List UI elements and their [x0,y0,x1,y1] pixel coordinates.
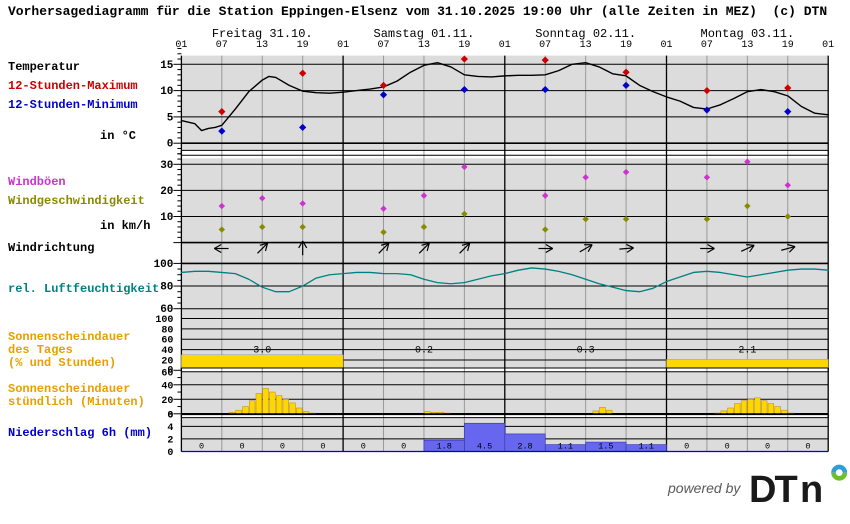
svg-text:4.5: 4.5 [477,442,492,452]
svg-text:40: 40 [161,346,173,357]
svg-text:0: 0 [167,448,173,459]
svg-text:20: 20 [160,186,173,198]
svg-text:60: 60 [161,368,173,379]
svg-text:0: 0 [199,442,204,452]
svg-text:20: 20 [161,396,173,407]
svg-text:0.3: 0.3 [577,346,595,357]
svg-text:1.1: 1.1 [558,442,573,452]
svg-text:1.5: 1.5 [598,442,613,452]
svg-text:4: 4 [167,423,173,434]
svg-text:100: 100 [154,259,174,271]
svg-text:0: 0 [320,442,325,452]
svg-text:0: 0 [239,442,244,452]
svg-text:15: 15 [160,60,174,72]
svg-text:6: 6 [167,410,173,421]
svg-text:DT: DT [749,469,797,511]
svg-text:2.1: 2.1 [738,346,756,357]
svg-text:5: 5 [167,112,174,124]
svg-text:20: 20 [161,356,173,367]
svg-text:0: 0 [167,139,174,151]
svg-text:n: n [800,469,823,511]
svg-text:3.0: 3.0 [253,346,271,357]
svg-text:2.8: 2.8 [517,442,532,452]
svg-text:0: 0 [684,442,689,452]
svg-text:2: 2 [167,435,173,446]
svg-text:10: 10 [160,86,173,98]
svg-text:100: 100 [155,315,173,326]
svg-text:1.8: 1.8 [437,442,452,452]
svg-text:0: 0 [280,442,285,452]
svg-text:30: 30 [160,160,173,172]
svg-text:0: 0 [725,442,730,452]
svg-text:0.2: 0.2 [415,346,433,357]
svg-text:80: 80 [161,325,173,336]
svg-text:40: 40 [161,381,173,392]
svg-text:80: 80 [160,282,173,294]
svg-text:0: 0 [805,442,810,452]
svg-text:0: 0 [765,442,770,452]
svg-text:0: 0 [361,442,366,452]
svg-text:0: 0 [401,442,406,452]
svg-text:10: 10 [160,212,173,224]
svg-text:1.1: 1.1 [639,442,654,452]
svg-text:60: 60 [161,336,173,347]
